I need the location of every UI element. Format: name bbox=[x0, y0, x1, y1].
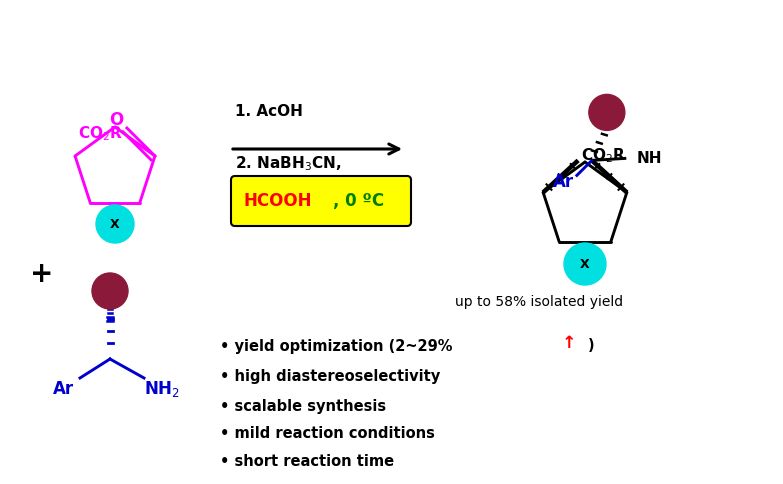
Text: 2. NaBH$_3$CN,: 2. NaBH$_3$CN, bbox=[235, 155, 341, 173]
Text: • high diastereoselectivity: • high diastereoselectivity bbox=[220, 368, 440, 383]
Text: • short reaction time: • short reaction time bbox=[220, 454, 394, 469]
Text: • yield optimization (2~29%: • yield optimization (2~29% bbox=[220, 338, 453, 353]
Text: O: O bbox=[109, 111, 123, 129]
Circle shape bbox=[564, 243, 606, 285]
Text: , 0 ºC: , 0 ºC bbox=[333, 192, 384, 210]
Circle shape bbox=[92, 273, 128, 309]
Text: Ar: Ar bbox=[52, 380, 74, 398]
Text: 1. AcOH: 1. AcOH bbox=[235, 105, 303, 120]
Text: X: X bbox=[580, 257, 590, 271]
Text: up to 58% isolated yield: up to 58% isolated yield bbox=[455, 295, 623, 309]
Text: ): ) bbox=[588, 338, 594, 353]
Text: ↑: ↑ bbox=[562, 334, 576, 352]
FancyBboxPatch shape bbox=[231, 176, 411, 226]
Circle shape bbox=[96, 205, 134, 243]
Text: CO$_2$R: CO$_2$R bbox=[581, 146, 626, 165]
Text: HCOOH: HCOOH bbox=[243, 192, 312, 210]
Text: CO$_2$R: CO$_2$R bbox=[78, 125, 123, 143]
Text: +: + bbox=[31, 260, 54, 288]
Circle shape bbox=[589, 94, 625, 130]
Text: • scalable synthesis: • scalable synthesis bbox=[220, 398, 386, 413]
Text: NH: NH bbox=[637, 151, 662, 166]
Text: • mild reaction conditions: • mild reaction conditions bbox=[220, 426, 435, 441]
Text: Ar: Ar bbox=[554, 173, 575, 191]
Text: NH$_2$: NH$_2$ bbox=[144, 379, 180, 399]
Text: X: X bbox=[110, 217, 120, 230]
